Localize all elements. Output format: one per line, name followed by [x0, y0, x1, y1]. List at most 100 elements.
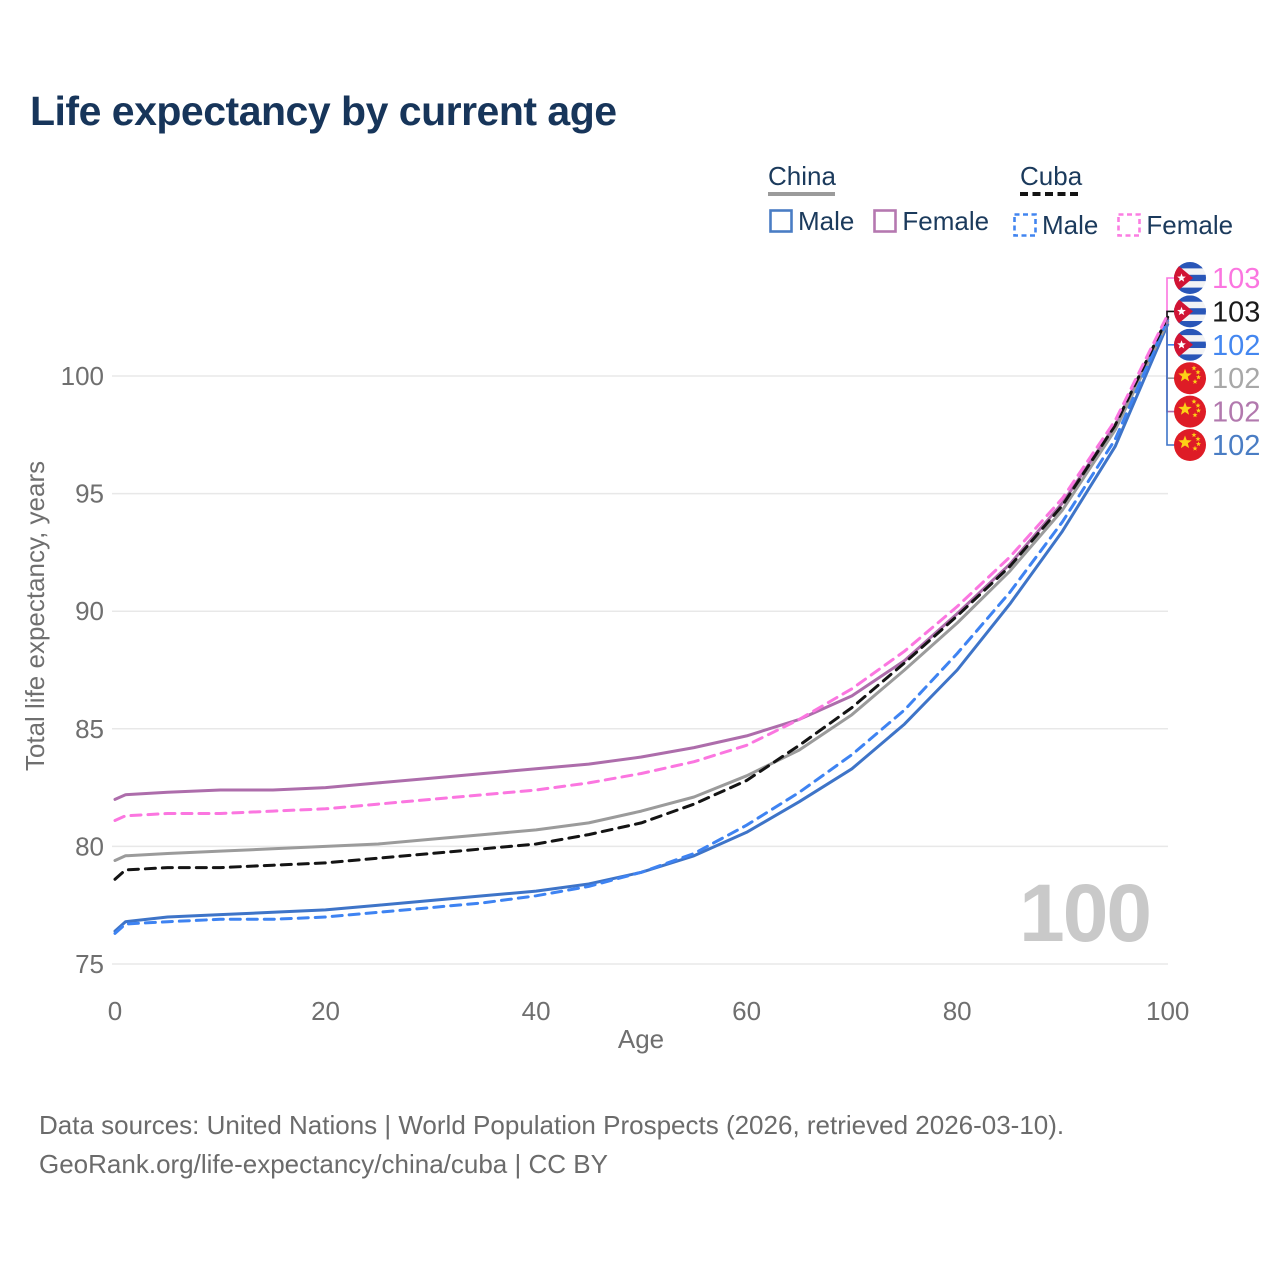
- legend-label-cuba-female: Female: [1146, 210, 1234, 240]
- y-tick-95: 95: [75, 479, 104, 509]
- cuba-flag-art: [1174, 295, 1206, 328]
- legend-swatch-china-female: [873, 209, 898, 233]
- china-small-star: [1195, 407, 1202, 413]
- line-china-male: [113, 322, 1170, 933]
- china-female-swatch-rect: [873, 209, 898, 233]
- cuba-stripe: [1174, 321, 1206, 328]
- y-tick-90: 90: [75, 596, 104, 626]
- end-value-china-male: 102: [1212, 430, 1260, 462]
- cuba-star: [1177, 273, 1186, 282]
- cuba-female-swatch-rect: [1117, 213, 1142, 237]
- chart-title: Life expectancy by current age: [30, 88, 617, 134]
- cuba-stripe: [1174, 348, 1206, 355]
- footer: Data sources: United Nations | World Pop…: [39, 1106, 1064, 1184]
- x-tick-40: 40: [522, 996, 551, 1026]
- leader-china-female: [1166, 319, 1176, 413]
- cuba-star: [1177, 306, 1186, 316]
- china-small-star: [1191, 398, 1197, 404]
- china-big-star: [1178, 435, 1192, 449]
- china-small-star: [1191, 365, 1197, 371]
- cuba-stripe: [1174, 287, 1206, 294]
- china-small-star: [1195, 402, 1201, 408]
- x-axis-title: Age: [618, 1024, 664, 1054]
- china-small-star: [1192, 412, 1198, 418]
- end-value-cuba-male: 102: [1212, 330, 1260, 362]
- y-tick-85: 85: [75, 714, 104, 744]
- cuba-stripe: [1174, 354, 1206, 361]
- cuba-stripe: [1174, 301, 1206, 309]
- end-value-china-both-sexes: 102: [1212, 363, 1260, 395]
- cuba-stripe: [1174, 314, 1206, 322]
- cuba-star: [1177, 340, 1186, 349]
- leader-china-both-sexes: [1166, 321, 1176, 379]
- footer-data-sources: Data sources: United Nations | World Pop…: [39, 1110, 1065, 1140]
- china-small-star: [1192, 445, 1198, 451]
- cuba-flag-icon: [1174, 295, 1206, 328]
- legend-group-china: China Male Female: [768, 163, 1007, 234]
- legend-group-cuba: Cuba Male Female: [1012, 163, 1251, 238]
- cuba-dashed-line-swatch: [1020, 192, 1078, 200]
- cuba-stripe: [1174, 281, 1206, 288]
- leader-cuba-both-sexes: [1166, 310, 1176, 318]
- china-flag-bg: [1174, 429, 1206, 461]
- legend-label-china-female: Female: [902, 206, 990, 236]
- china-flag-icon: [1174, 395, 1206, 428]
- gridlines: 75 80 85 90 95 100 0 20 40 60 80 100: [61, 361, 1190, 1026]
- y-tick-80: 80: [75, 831, 104, 861]
- leader-china-male: [1166, 324, 1176, 446]
- cuba-stripe: [1174, 335, 1206, 342]
- x-tick-100: 100: [1146, 996, 1189, 1026]
- china-flag-bg: [1174, 362, 1206, 395]
- cuba-flag-icon: [1174, 328, 1206, 361]
- y-tick-75: 75: [75, 949, 104, 979]
- cuba-flag-icon: [1174, 262, 1206, 294]
- legend-country-cuba: Cuba: [1020, 161, 1083, 191]
- china-small-star: [1195, 374, 1202, 380]
- china-small-star: [1195, 441, 1202, 447]
- line-cuba-male: [113, 318, 1170, 935]
- cuba-male-swatch-rect: [1013, 213, 1037, 237]
- legend-label-cuba-male: Male: [1042, 210, 1099, 240]
- leader-cuba-female: [1166, 277, 1176, 315]
- legend-swatch-china-male: [769, 209, 793, 233]
- cuba-flag-art: [1174, 262, 1206, 294]
- china-flag-icon: [1174, 362, 1206, 395]
- line-china-female: [113, 318, 1170, 801]
- cuba-stripe: [1174, 262, 1206, 269]
- end-value-cuba-female: 103: [1212, 263, 1260, 295]
- china-small-star: [1192, 379, 1198, 384]
- china-big-star: [1178, 402, 1192, 415]
- x-tick-0: 0: [108, 996, 122, 1026]
- china-male-swatch-rect: [769, 209, 793, 233]
- china-flag-icon: [1174, 429, 1206, 461]
- cuba-stripe: [1174, 328, 1206, 336]
- x-tick-80: 80: [943, 996, 972, 1026]
- china-small-star: [1195, 369, 1201, 375]
- end-value-china-female: 102: [1212, 397, 1260, 429]
- line-china-both-sexes: [113, 320, 1170, 862]
- china-small-star: [1195, 436, 1201, 442]
- china-small-star: [1191, 432, 1197, 438]
- cuba-stripe: [1174, 295, 1206, 302]
- cuba-stripe: [1174, 268, 1206, 275]
- x-tick-20: 20: [311, 996, 340, 1026]
- age-watermark: 100: [1019, 868, 1150, 959]
- cuba-flag-art: [1174, 328, 1206, 361]
- china-solid-line-swatch: [768, 192, 835, 196]
- legend-swatch-cuba-female: [1117, 213, 1142, 237]
- legend-swatch-cuba-male: [1013, 213, 1037, 237]
- china-big-star: [1178, 368, 1192, 382]
- y-axis-title: Total life expectancy, years: [20, 461, 50, 771]
- series-lines: [113, 313, 1170, 935]
- footer-attribution: GeoRank.org/life-expectancy/china/cuba |…: [39, 1149, 608, 1179]
- y-tick-100: 100: [61, 361, 104, 391]
- line-cuba-female: [113, 313, 1170, 822]
- legend-country-china: China: [768, 161, 836, 191]
- legend-label-china-male: Male: [798, 206, 855, 236]
- end-value-cuba-both-sexes: 103: [1212, 296, 1260, 328]
- x-tick-60: 60: [732, 996, 761, 1026]
- china-flag-bg: [1174, 395, 1206, 428]
- line-cuba-both-sexes: [113, 315, 1170, 881]
